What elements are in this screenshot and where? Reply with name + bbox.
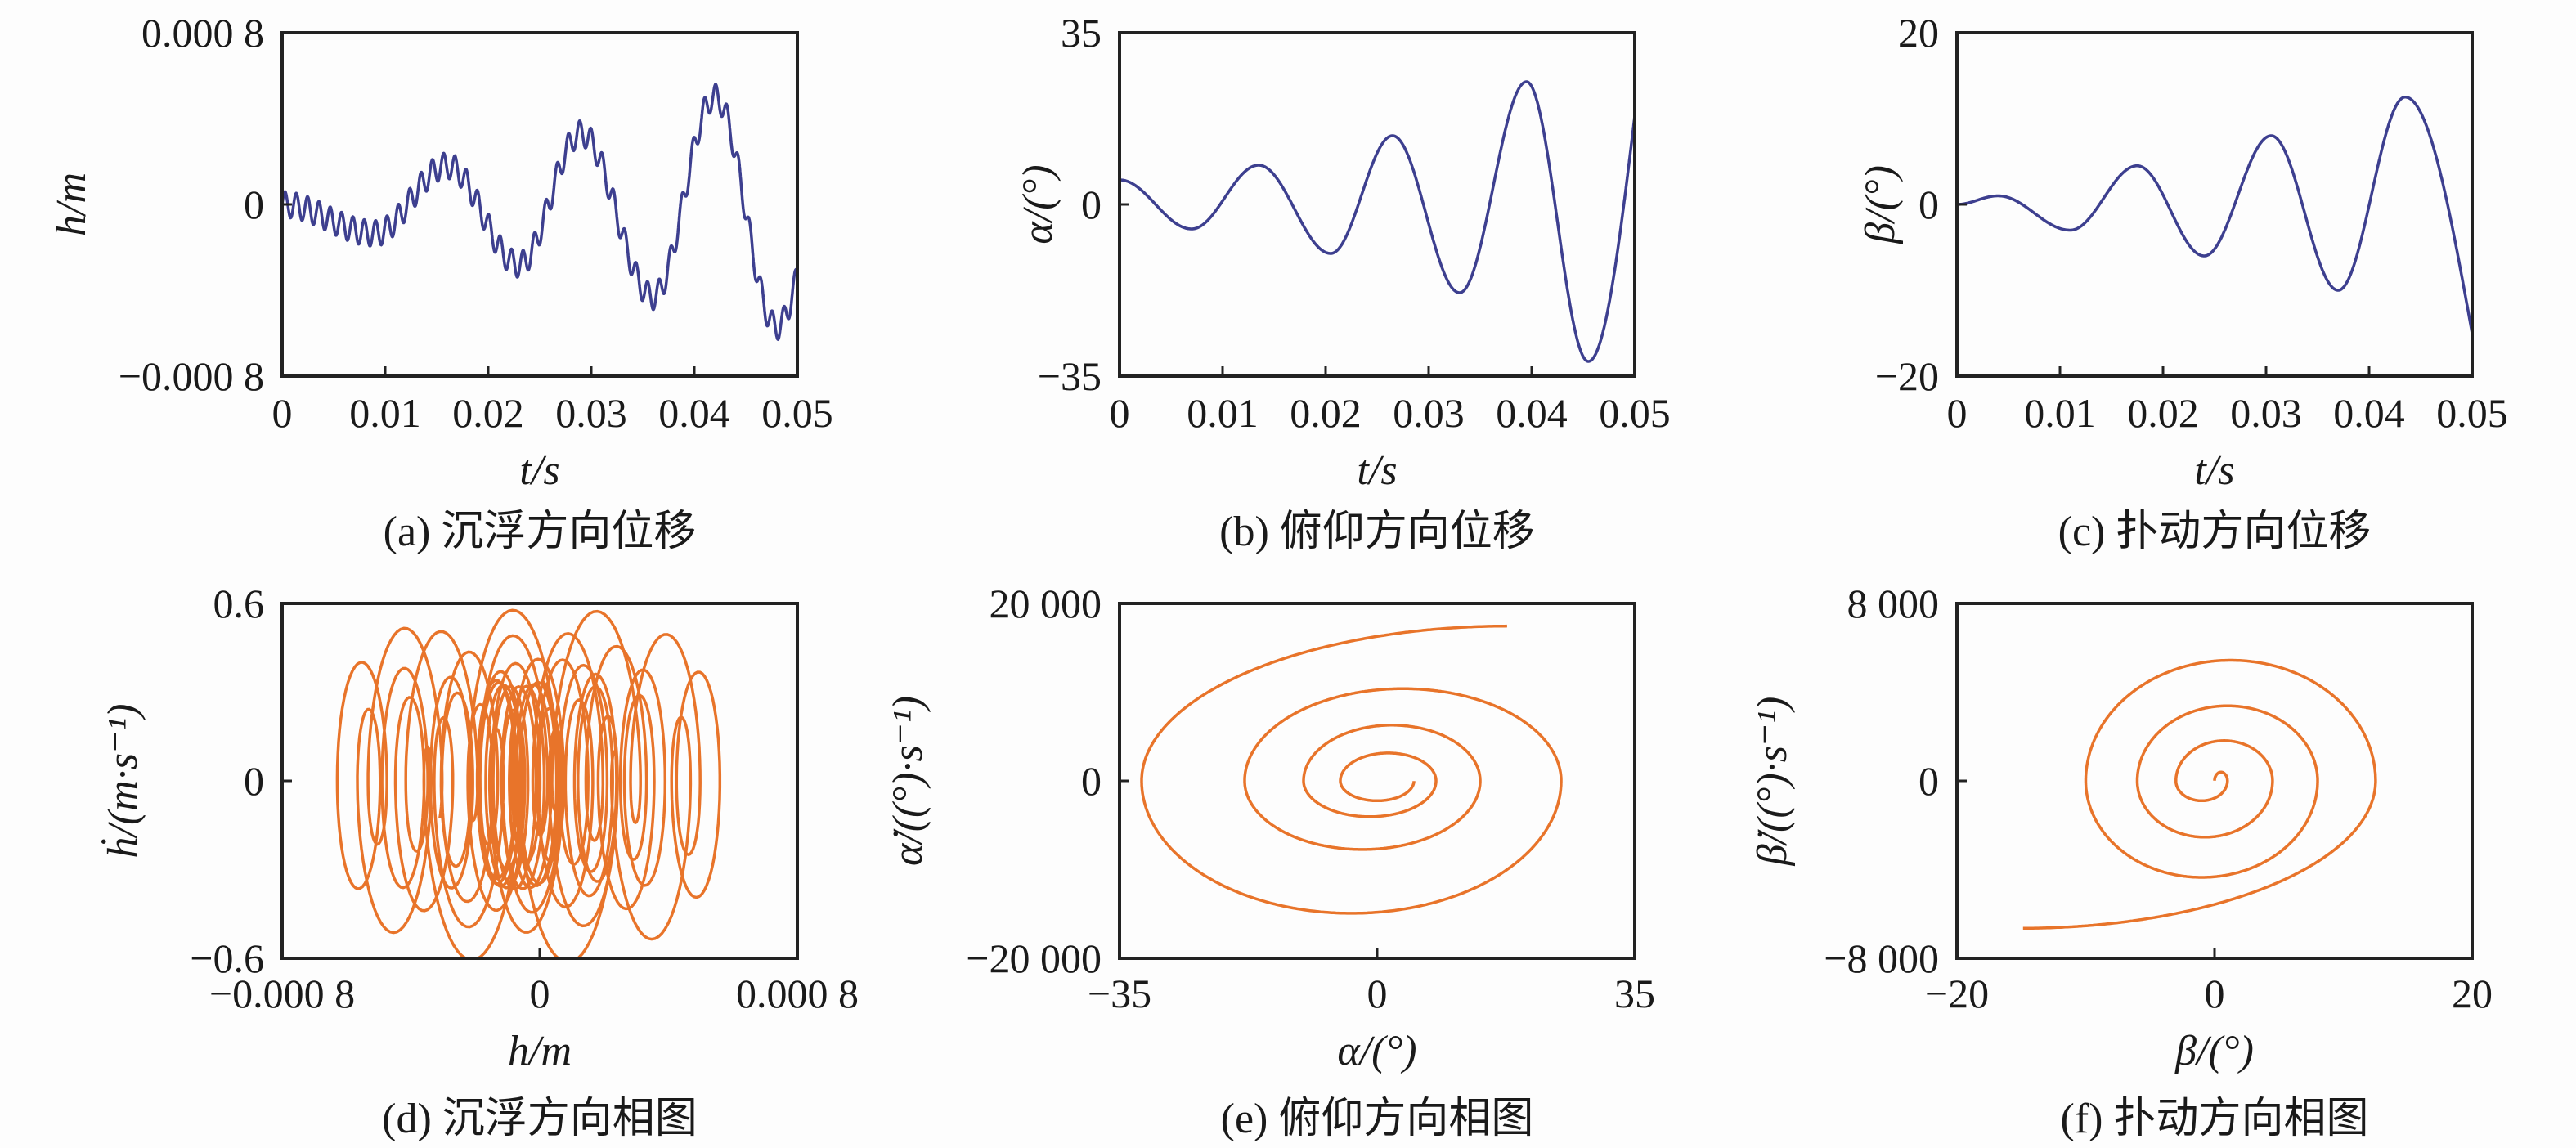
x-tick-label: 0 <box>1110 390 1130 436</box>
x-axis-label: t/s <box>2194 447 2234 494</box>
y-tick-label: 20 000 <box>990 581 1102 626</box>
x-tick-label: 20 <box>2452 971 2493 1016</box>
subplot-caption: (f) 扑动方向相图 <box>2061 1096 2369 1142</box>
x-tick-label: 0.01 <box>2024 390 2096 436</box>
x-tick-label: 0 <box>530 971 550 1016</box>
series-line-c <box>1957 96 2472 334</box>
x-tick-label: 0.03 <box>1393 390 1465 436</box>
x-tick-label: 0.01 <box>349 390 421 436</box>
subplot-f: −20 0 20 −8 000 0 8 000 β/(°) β̇/((°)·s⁻¹) (f) 扑… <box>1749 581 2493 1142</box>
y-tick-label: −35 <box>1038 353 1102 399</box>
x-axis-label: β/(°) <box>2174 1028 2254 1074</box>
x-tick-label: 0.01 <box>1187 390 1259 436</box>
x-tick-label: 0 <box>272 390 293 436</box>
y-tick-label: −20 <box>1875 353 1939 399</box>
plot-frame <box>1955 31 2474 378</box>
x-tick-label: 0.05 <box>761 390 833 436</box>
x-tick-label: 0 <box>1367 971 1388 1016</box>
subplot-caption: (c) 扑动方向位移 <box>2058 509 2372 555</box>
series-line-f <box>2022 658 2377 931</box>
subplot-a: 0 0.01 0.02 0.03 0.04 0.05−0.000 800.000 8t/s… <box>48 10 833 555</box>
y-axis-label: β̇/((°)·s⁻¹) <box>1749 697 1796 867</box>
x-axis-label: α/(°) <box>1337 1028 1416 1074</box>
y-tick-label: 0.000 8 <box>141 10 264 56</box>
plot-frame <box>280 31 799 378</box>
x-axis-label: h/m <box>508 1028 572 1074</box>
subplot-caption: (a) 沉浮方向位移 <box>384 509 697 555</box>
series-line-e <box>1140 624 1563 915</box>
x-axis-label: t/s <box>519 447 559 494</box>
x-tick-label: 0.05 <box>1599 390 1671 436</box>
x-tick-label: −35 <box>1088 971 1151 1016</box>
x-tick-label: 0.02 <box>1290 390 1362 436</box>
x-tick-label: 0.04 <box>658 390 730 436</box>
y-tick-label: 35 <box>1061 10 1102 56</box>
y-axis-label: α̇/((°)·s⁻¹) <box>885 696 931 866</box>
x-tick-label: 35 <box>1614 971 1655 1016</box>
y-axis-label: β/(°) <box>1857 165 1904 244</box>
y-tick-label: −0.6 <box>190 935 264 981</box>
y-tick-label: 8 000 <box>1847 581 1940 626</box>
x-tick-label: −0.000 8 <box>209 971 355 1016</box>
y-tick-label: −20 000 <box>966 935 1102 981</box>
x-tick-label: 0.04 <box>1496 390 1568 436</box>
series-line-a <box>282 83 797 342</box>
subplot-e: −35 0 35 −20 000 0 20 000 α/(°) α̇/((°)·s⁻¹) (e)… <box>885 581 1655 1142</box>
y-tick-label: −8 000 <box>1824 935 1939 981</box>
y-tick-label: −0.000 8 <box>119 353 264 399</box>
y-tick-label: 0 <box>1919 758 1939 804</box>
y-axis-label: ḣ/(m·s⁻¹) <box>100 704 146 859</box>
plot-frame <box>1118 602 1636 960</box>
x-tick-label: 0 <box>2205 971 2225 1016</box>
series-line-d <box>335 608 722 958</box>
x-tick-label: 0.03 <box>2230 390 2302 436</box>
x-tick-label: 0.04 <box>2333 390 2405 436</box>
x-axis-label: t/s <box>1357 447 1397 494</box>
x-tick-label: 0.02 <box>452 390 524 436</box>
x-tick-label: 0.03 <box>555 390 627 436</box>
subplot-d: −0.000 8 0 0.000 8 −0.6 0 0.6 h/m ḣ/(m·s⁻¹) (d) … <box>100 581 859 1142</box>
subplot-caption: (e) 俯仰方向相图 <box>1221 1096 1534 1142</box>
y-tick-label: 0 <box>1081 758 1102 804</box>
subplot-caption: (b) 俯仰方向位移 <box>1219 509 1535 555</box>
x-tick-label: 0.000 8 <box>736 971 859 1016</box>
series-line-b <box>1120 80 1635 363</box>
y-tick-label: 0 <box>244 758 264 804</box>
y-axis-label: α/(°) <box>1015 164 1061 244</box>
y-tick-label: 0 <box>244 182 264 227</box>
y-axis-label: h/m <box>48 173 95 236</box>
x-tick-label: 0.05 <box>2436 390 2508 436</box>
y-tick-label: 0.6 <box>213 581 265 626</box>
subplot-caption: (d) 沉浮方向相图 <box>382 1096 698 1142</box>
x-tick-label: 0.02 <box>2127 390 2199 436</box>
y-tick-label: 0 <box>1081 182 1102 227</box>
x-tick-label: 0 <box>1947 390 1968 436</box>
x-tick-label: −20 <box>1925 971 1989 1016</box>
plot-frame <box>1118 31 1636 378</box>
y-tick-label: 0 <box>1919 182 1939 227</box>
y-tick-label: 20 <box>1898 10 1939 56</box>
